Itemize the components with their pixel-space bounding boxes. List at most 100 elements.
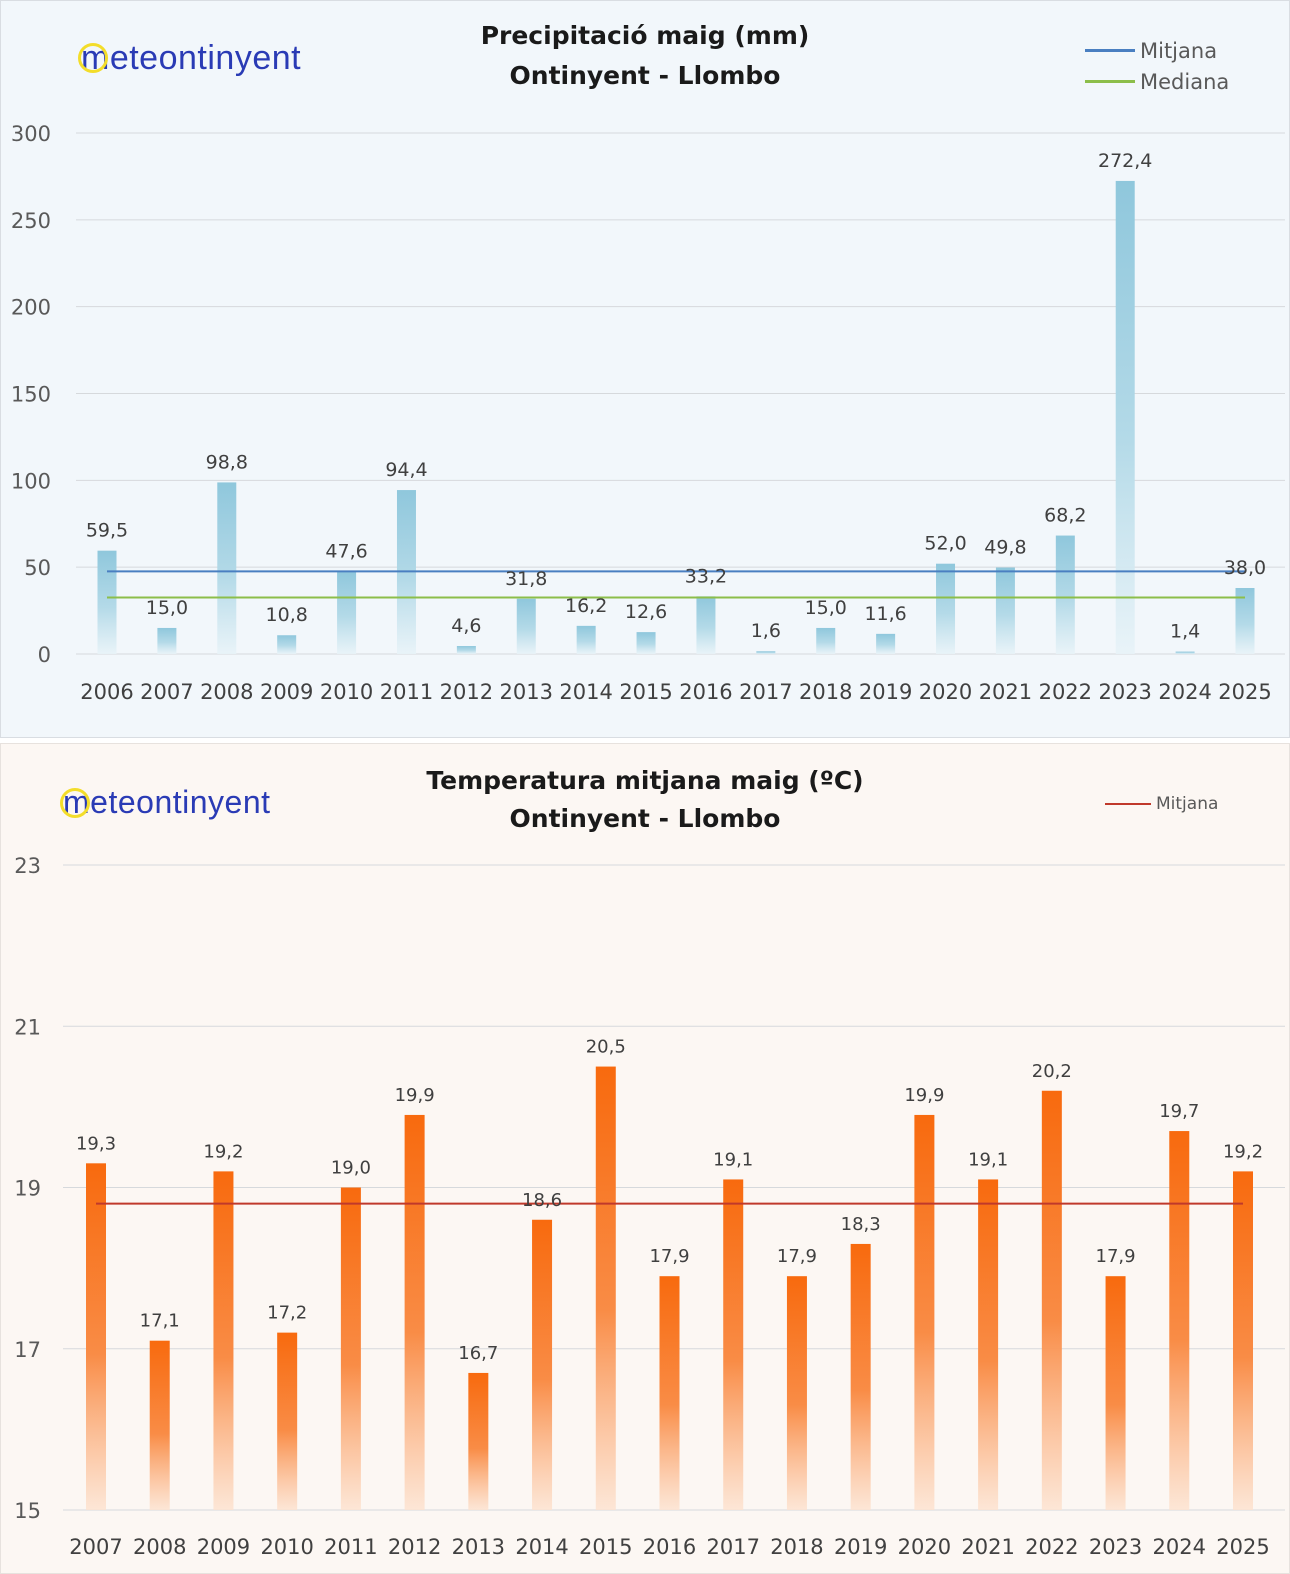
data-label: 16,7	[458, 1343, 498, 1364]
data-label: 17,2	[267, 1303, 307, 1324]
data-label: 18,3	[841, 1214, 881, 1235]
data-label: 20,2	[1032, 1061, 1072, 1082]
bar	[97, 550, 117, 654]
x-tick-label: 2017	[739, 680, 792, 704]
x-tick-label: 2008	[133, 1535, 186, 1559]
y-tick-label: 15	[14, 1499, 41, 1523]
bar	[978, 1179, 999, 1510]
x-tick-label: 2013	[500, 680, 553, 704]
data-label: 17,9	[649, 1246, 689, 1267]
bar	[876, 633, 896, 654]
temperature-chart-panel: meteontinyent Temperatura mitjana maig (…	[0, 743, 1290, 1574]
data-label: 19,2	[203, 1141, 243, 1162]
x-tick-label: 2007	[69, 1535, 122, 1559]
x-tick-label: 2015	[619, 680, 672, 704]
data-label: 52,0	[924, 533, 966, 555]
chart-subtitle: Ontinyent - Llombo	[509, 61, 781, 90]
x-tick-label: 2024	[1153, 1535, 1206, 1559]
data-label: 12,6	[625, 601, 667, 623]
bar	[277, 635, 297, 654]
y-tick-label: 100	[11, 469, 51, 493]
legend-item-median: Mediana	[1085, 66, 1229, 97]
x-tick-label: 2008	[200, 680, 253, 704]
x-tick-label: 2010	[260, 1535, 313, 1559]
bar	[1169, 1131, 1190, 1510]
bar	[786, 1276, 807, 1510]
bar	[217, 482, 237, 654]
x-tick-label: 2021	[979, 680, 1032, 704]
chart-legend: Mitjana	[1105, 788, 1218, 819]
bar	[340, 1187, 361, 1510]
bar	[86, 1163, 106, 1510]
x-tick-label: 2007	[140, 680, 193, 704]
data-label: 17,9	[777, 1246, 817, 1267]
data-label: 15,0	[805, 597, 847, 619]
y-tick-label: 19	[14, 1177, 41, 1201]
x-tick-label: 2006	[80, 680, 133, 704]
data-label: 18,6	[522, 1190, 562, 1211]
x-tick-label: 2010	[320, 680, 373, 704]
x-tick-label: 2009	[260, 680, 313, 704]
x-tick-label: 2016	[679, 680, 732, 704]
data-label: 16,2	[565, 595, 607, 617]
data-label: 4,6	[451, 615, 481, 637]
y-tick-label: 300	[11, 122, 51, 146]
precipitation-chart-panel: meteontinyent Precipitació maig (mm) Ont…	[0, 0, 1290, 738]
data-label: 94,4	[385, 459, 427, 481]
legend-label-mean: Mitjana	[1140, 38, 1218, 63]
bar	[516, 598, 536, 654]
data-label: 19,9	[904, 1085, 944, 1106]
x-tick-label: 2017	[706, 1535, 759, 1559]
x-tick-label: 2022	[1025, 1535, 1078, 1559]
data-label: 98,8	[206, 451, 248, 473]
bar	[636, 632, 656, 654]
bar	[1055, 535, 1075, 654]
data-label: 31,8	[505, 568, 547, 590]
chart-title-line: Temperatura mitjana maig (ºC)	[426, 766, 864, 795]
data-label: 1,4	[1170, 621, 1200, 643]
bar	[1175, 651, 1195, 654]
chart-subtitle: Ontinyent - Llombo	[509, 804, 781, 833]
x-tick-label: 2025	[1216, 1535, 1269, 1559]
x-tick-label: 2018	[770, 1535, 823, 1559]
data-label: 68,2	[1044, 505, 1086, 527]
bar	[149, 1340, 170, 1510]
y-tick-label: 150	[11, 383, 51, 407]
data-label: 49,8	[984, 537, 1026, 559]
y-tick-label: 250	[11, 209, 51, 233]
temperature-plot: 15 17 19 21 23 19,3 17,1 19,2 17,2 19,0 19,9 16,7 18…	[14, 854, 1285, 1559]
bar	[456, 646, 476, 654]
meteontinyent-logo: meteontinyent	[78, 39, 302, 77]
meteontinyent-logo: meteontinyent	[59, 784, 271, 820]
precipitation-plot: 0 50 100 150 200 250 300 59,5 15,0 98,8 10,8 47,6 94…	[11, 122, 1285, 704]
data-label: 19,3	[76, 1133, 116, 1154]
bar	[756, 651, 776, 654]
bar	[213, 1171, 234, 1510]
legend-item-mean: Mitjana	[1105, 788, 1218, 819]
chart-legend: Mitjana Mediana	[1085, 35, 1229, 97]
bar	[995, 567, 1015, 654]
x-tick-label: 2021	[961, 1535, 1014, 1559]
bar	[337, 571, 357, 654]
x-tick-label: 2014	[559, 680, 612, 704]
data-label: 19,0	[331, 1158, 371, 1179]
bar	[914, 1114, 935, 1510]
bar	[595, 1066, 616, 1510]
x-tick-label: 2014	[515, 1535, 568, 1559]
y-tick-label: 23	[14, 854, 41, 878]
x-tick-label: 2012	[440, 680, 493, 704]
x-tick-label: 2019	[834, 1535, 887, 1559]
x-tick-label: 2012	[388, 1535, 441, 1559]
bar	[468, 1372, 489, 1510]
bar	[816, 627, 836, 654]
x-tick-label: 2013	[452, 1535, 505, 1559]
y-tick-label: 21	[14, 1015, 41, 1039]
bar	[1041, 1090, 1062, 1510]
x-tick-label: 2023	[1098, 680, 1151, 704]
bar	[576, 625, 596, 654]
bar	[850, 1243, 871, 1510]
bar	[1105, 1276, 1126, 1510]
legend-swatch-mean	[1105, 802, 1151, 805]
bar	[404, 1114, 425, 1510]
chart-title: Precipitació maig (mm) Ontinyent - Llomb…	[1, 16, 1289, 96]
